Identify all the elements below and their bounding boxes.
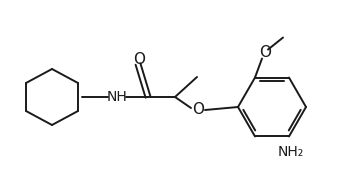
- Text: O: O: [259, 45, 271, 60]
- Text: NH₂: NH₂: [278, 146, 304, 159]
- Text: O: O: [133, 52, 145, 67]
- Text: O: O: [192, 102, 204, 118]
- Text: NH: NH: [107, 90, 127, 104]
